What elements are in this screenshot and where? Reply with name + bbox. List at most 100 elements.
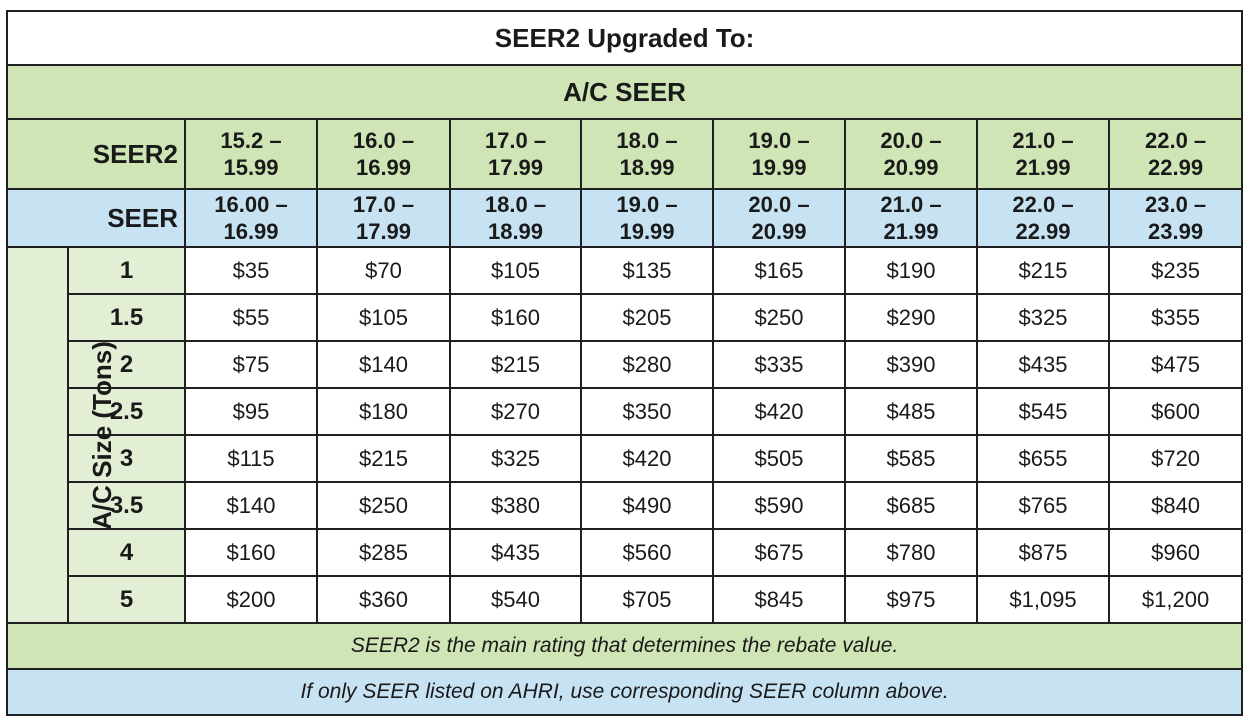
- seer-range-cell-from: 17.0 –: [352, 192, 415, 217]
- seer2-range-cell-from: 16.0 –: [352, 128, 415, 153]
- table-row: A/C Size (Tons) 1 $35 $70 $105 $135 $165 $190 $2…: [6, 246, 1244, 624]
- seer2-range-cell-to: 22.99: [1148, 155, 1204, 180]
- rebate-value-cell: $1,095: [976, 575, 1110, 624]
- seer-range-cell: 19.0 –19.99: [580, 188, 714, 248]
- seer2-range-cell-to: 18.99: [619, 155, 675, 180]
- seer-range-cell-to: 16.99: [223, 219, 279, 244]
- ac-size-side-label: A/C Size (Tons): [6, 246, 117, 624]
- seer-range-cell-to: 17.99: [355, 219, 412, 244]
- seer-label: SEER: [6, 188, 186, 248]
- rebate-value-cell: $280: [580, 340, 714, 389]
- seer2-range-cell-from: 19.0 –: [748, 128, 810, 153]
- seer-range-cell: 17.0 –17.99: [316, 188, 451, 248]
- rebate-value-cell: $380: [449, 481, 582, 530]
- rebate-value-cell: $105: [316, 293, 451, 342]
- rebate-value-cell: $205: [580, 293, 714, 342]
- seer2-range-cell-to: 15.99: [223, 155, 279, 180]
- rebate-table: SEER2 Upgraded To: A/C SEER SEER2 15.2 –…: [5, 10, 1244, 716]
- rebate-value-cell: $165: [712, 246, 846, 295]
- seer-range-cell: 20.0 –20.99: [712, 188, 846, 248]
- rebate-value-cell: $215: [976, 246, 1110, 295]
- rebate-value-cell: $765: [976, 481, 1110, 530]
- rebate-value-cell: $960: [1107, 528, 1244, 577]
- seer-range-cell-to: 20.99: [751, 219, 807, 244]
- rebate-value-cell: $95: [184, 387, 318, 436]
- seer-range-cell-from: 20.0 –: [748, 192, 810, 217]
- seer2-range-cell-to: 17.99: [487, 155, 544, 180]
- seer2-range-cell-to: 16.99: [355, 155, 412, 180]
- seer-range-cell: 18.0 –18.99: [449, 188, 582, 248]
- rebate-value-cell: $675: [712, 528, 846, 577]
- seer-range-cell-to: 22.99: [1015, 219, 1071, 244]
- seer2-range-cell-from: 22.0 –: [1144, 128, 1207, 153]
- rebate-value-cell: $475: [1107, 340, 1244, 389]
- table-row: 1.5 $55 $105 $160 $205 $250 $290 $325 $355: [7, 293, 1244, 342]
- rebate-value-cell: $585: [844, 434, 978, 483]
- seer-range-cell-to: 23.99: [1148, 219, 1204, 244]
- tonnage-cell: 1: [67, 246, 186, 295]
- rebate-value-cell: $250: [316, 481, 451, 530]
- ac-seer-heading: A/C SEER: [5, 64, 1244, 120]
- seer-note: If only SEER listed on AHRI, use corresp…: [5, 668, 1244, 716]
- seer2-label: SEER2: [6, 118, 186, 190]
- seer2-range-cell: 15.2 –15.99: [184, 118, 318, 190]
- rebate-value-cell: $290: [844, 293, 978, 342]
- tonnage-cell: 5: [67, 575, 186, 624]
- seer2-range-cell-from: 18.0 –: [616, 128, 678, 153]
- rebate-value-cell: $235: [1107, 246, 1244, 295]
- rebate-value-cell: $390: [844, 340, 978, 389]
- table-row: 5 $200 $360 $540 $705 $845 $975 $1,095 $1,200: [7, 575, 1244, 624]
- rebate-value-cell: $490: [580, 481, 714, 530]
- rebate-value-cell: $140: [316, 340, 451, 389]
- table-row: 2 $75 $140 $215 $280 $335 $390 $435 $475: [7, 340, 1244, 389]
- rebate-value-cell: $180: [316, 387, 451, 436]
- rebate-value-cell: $435: [449, 528, 582, 577]
- table-row: 2.5 $95 $180 $270 $350 $420 $485 $545 $600: [7, 387, 1244, 436]
- rebate-value-cell: $360: [316, 575, 451, 624]
- seer2-range-cell: 19.0 –19.99: [712, 118, 846, 190]
- seer-range-cell-from: 21.0 –: [880, 192, 942, 217]
- seer2-range-cell: 17.0 –17.99: [449, 118, 582, 190]
- rebate-value-cell: $845: [712, 575, 846, 624]
- seer2-range-cell-from: 15.2 –: [220, 128, 282, 153]
- rebate-value-cell: $840: [1107, 481, 1244, 530]
- rebate-value-cell: $485: [844, 387, 978, 436]
- rebate-table-container: SEER2 Upgraded To: A/C SEER SEER2 15.2 –…: [5, 10, 1244, 716]
- rebate-value-cell: $435: [976, 340, 1110, 389]
- rebate-value-cell: $115: [184, 434, 318, 483]
- tonnage-cell: 2: [67, 340, 186, 389]
- rebate-value-cell: $420: [580, 434, 714, 483]
- seer2-range-cell-to: 20.99: [883, 155, 939, 180]
- table-row: 3.5 $140 $250 $380 $490 $590 $685 $765 $840: [7, 481, 1244, 530]
- rebate-value-cell: $160: [449, 293, 582, 342]
- rebate-value-cell: $215: [449, 340, 582, 389]
- rebate-value-cell: $285: [316, 528, 451, 577]
- rebate-value-cell: $505: [712, 434, 846, 483]
- seer-range-cell-from: 19.0 –: [616, 192, 678, 217]
- rebate-value-cell: $325: [976, 293, 1110, 342]
- rebate-value-cell: $160: [184, 528, 318, 577]
- seer2-range-cell: 20.0 –20.99: [844, 118, 978, 190]
- rebate-value-cell: $215: [316, 434, 451, 483]
- seer2-range-cell: 21.0 –21.99: [976, 118, 1110, 190]
- tonnage-cell: 2.5: [67, 387, 186, 436]
- seer-range-cell: 21.0 –21.99: [844, 188, 978, 248]
- tonnage-cell: 4: [67, 528, 186, 577]
- rebate-value-cell: $270: [449, 387, 582, 436]
- seer2-range-cell-to: 21.99: [1015, 155, 1071, 180]
- rebate-value-cell: $875: [976, 528, 1110, 577]
- rebate-value-cell: $55: [184, 293, 318, 342]
- rebate-value-cell: $200: [184, 575, 318, 624]
- rebate-value-cell: $35: [184, 246, 318, 295]
- seer-range-cell-from: 22.0 –: [1012, 192, 1074, 217]
- rebate-value-cell: $250: [712, 293, 846, 342]
- rebate-value-cell: $75: [184, 340, 318, 389]
- tonnage-cell: 3: [67, 434, 186, 483]
- rebate-value-cell: $705: [580, 575, 714, 624]
- seer2-range-cell: 22.0 –22.99: [1107, 118, 1244, 190]
- table-row: 3 $115 $215 $325 $420 $505 $585 $655 $720: [7, 434, 1244, 483]
- seer-range-cell-to: 19.99: [619, 219, 675, 244]
- rebate-value-cell: $135: [580, 246, 714, 295]
- seer-range-cell: 22.0 –22.99: [976, 188, 1110, 248]
- seer-range-cell-from: 16.00 –: [214, 192, 288, 217]
